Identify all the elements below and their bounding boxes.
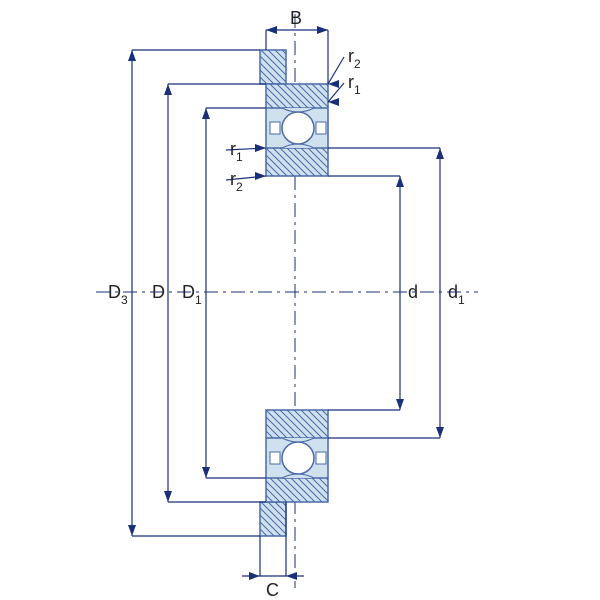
r2-top [328, 57, 344, 84]
bearing-lower [260, 410, 328, 536]
dim-d3-label: D3 [108, 282, 128, 307]
dim-label-b: B [290, 8, 302, 28]
bearing-diagram: BCD3DD1dd1r2r1r1r2 [0, 0, 600, 600]
r1-left-label: r1 [230, 139, 243, 164]
dim-label-c: C [266, 580, 279, 600]
r2-top-label: r2 [348, 46, 361, 71]
dim-d1-label: D1 [182, 282, 202, 307]
r1-top-label: r1 [348, 72, 361, 97]
bearing-upper [260, 50, 328, 176]
dim-d1-inner-label: d1 [448, 282, 465, 307]
dim-d-bore-label: d [408, 282, 418, 302]
ball [282, 112, 314, 144]
ball [282, 442, 314, 474]
r2-left-label: r2 [230, 169, 243, 194]
dim-d-outer-label: D [152, 282, 165, 302]
